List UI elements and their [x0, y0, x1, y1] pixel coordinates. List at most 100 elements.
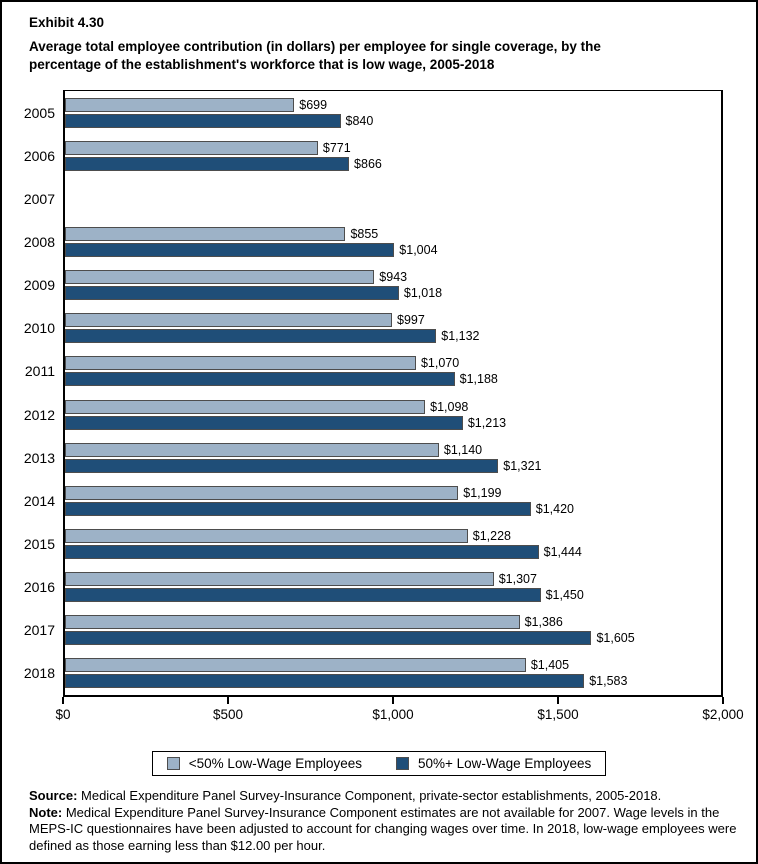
value-label: $1,450 — [545, 588, 584, 603]
note-label: Note: — [29, 804, 63, 820]
value-label: $1,213 — [467, 415, 507, 430]
bar-50plus-lowwage — [65, 242, 395, 257]
year-group-2007: 2007 — [24, 177, 721, 220]
bar-row: $997 — [65, 313, 721, 328]
bar-lt50-lowwage — [65, 270, 375, 285]
value-label: $1,307 — [498, 572, 537, 587]
year-group-2010: 2010 $997 $1,132 — [24, 307, 721, 350]
bar-lt50-lowwage — [65, 658, 526, 673]
title-block: Exhibit 4.30 Average total employee cont… — [29, 14, 739, 74]
bar-lt50-lowwage — [65, 97, 295, 112]
bar-lt50-lowwage — [65, 615, 520, 630]
year-label: 2007 — [23, 190, 55, 207]
x-axis-tick — [557, 697, 559, 704]
value-label: $1,098 — [430, 399, 469, 414]
bar-row: $1,228 — [65, 528, 721, 543]
year-label: 2015 — [23, 535, 55, 552]
value-label: $1,188 — [459, 372, 498, 387]
bar-row: $1,132 — [65, 329, 721, 344]
year-label: 2011 — [24, 363, 55, 380]
bar-row: $1,004 — [65, 242, 721, 257]
year-label: 2014 — [23, 492, 55, 509]
bar-50plus-lowwage — [65, 631, 592, 646]
lt50-swatch-icon — [166, 757, 180, 770]
year-group-2005: 2005 $699 $840 — [24, 91, 721, 134]
year-group-2008: 2008 $855 $1,004 — [24, 220, 721, 263]
bar-50plus-lowwage — [65, 156, 350, 171]
x-axis-tick — [62, 697, 64, 704]
bar-row: $771 — [65, 140, 721, 155]
bar-row: $1,444 — [65, 544, 721, 559]
legend-item-lt50: <50% Low-Wage Employees — [166, 756, 362, 771]
value-label: $1,605 — [596, 631, 635, 646]
bar-row: $1,307 — [65, 572, 721, 587]
year-label: 2009 — [23, 277, 55, 294]
bar-50plus-lowwage — [65, 329, 437, 344]
value-label: $840 — [345, 113, 374, 128]
x-axis: $0 $500 $1,000 $1,500 $2,000 — [55, 697, 744, 727]
bar-lt50-lowwage — [65, 572, 494, 587]
x-axis-tick-label: $500 — [212, 707, 244, 722]
year-label: 2017 — [23, 622, 55, 639]
bar-50plus-lowwage — [65, 286, 399, 301]
x-axis-tick — [722, 697, 724, 704]
bar-50plus-lowwage — [65, 544, 539, 559]
legend-label-50plus: 50%+ Low-Wage Employees — [418, 756, 592, 771]
year-group-2009: 2009 $943 $1,018 — [24, 264, 721, 307]
methods-note: Note: Medical Expenditure Panel Survey-I… — [29, 805, 741, 855]
bar-row: $1,188 — [65, 372, 721, 387]
bar-row: $943 — [65, 270, 721, 285]
bar-50plus-lowwage — [65, 588, 541, 603]
value-label: $1,018 — [403, 286, 443, 301]
bar-50plus-lowwage — [65, 501, 531, 516]
bar-lt50-lowwage — [65, 313, 393, 328]
exhibit-number: Exhibit 4.30 — [29, 15, 105, 30]
value-label: $1,070 — [420, 356, 460, 371]
value-label: $855 — [350, 226, 379, 241]
year-group-2017: 2017 $1,386 $1,605 — [24, 609, 721, 652]
x-axis-tick-label: $1,500 — [537, 707, 579, 722]
bar-row: $1,420 — [65, 501, 721, 516]
year-group-2012: 2012 $1,098 $1,213 — [24, 393, 721, 436]
x-axis-tick-label: $1,000 — [372, 707, 414, 722]
bar-50plus-lowwage — [65, 674, 585, 689]
chart-title-line2: percentage of the establishment's workfo… — [29, 57, 495, 72]
x-axis-tick-label: $2,000 — [702, 707, 744, 722]
year-group-2013: 2013 $1,140 $1,321 — [24, 436, 721, 479]
bar-lt50-lowwage — [65, 399, 426, 414]
value-label: $771 — [322, 140, 351, 155]
bar-row: $1,583 — [65, 674, 721, 689]
legend-item-50plus: 50%+ Low-Wage Employees — [396, 756, 591, 771]
bar-50plus-lowwage — [65, 415, 463, 430]
year-label: 2012 — [23, 406, 55, 423]
source-text: Medical Expenditure Panel Survey-Insuran… — [77, 788, 662, 803]
value-label: $1,444 — [543, 544, 582, 559]
bar-50plus-lowwage — [65, 113, 341, 128]
bar-row: $1,070 — [65, 356, 721, 371]
value-label: $1,004 — [399, 242, 438, 257]
year-group-2011: 2011 $1,070 $1,188 — [25, 350, 721, 393]
bar-row: $1,450 — [65, 588, 721, 603]
bar-lt50-lowwage — [65, 226, 346, 241]
value-label: $1,386 — [524, 615, 563, 630]
bar-row: $1,213 — [65, 415, 721, 430]
bar-row — [65, 200, 721, 214]
bar-lt50-lowwage — [65, 528, 468, 543]
value-label: $1,321 — [503, 458, 542, 473]
value-label: $1,199 — [463, 485, 502, 500]
bar-row: $699 — [65, 97, 721, 112]
value-label: $1,420 — [535, 501, 574, 516]
year-group-2015: 2015 $1,228 $1,444 — [24, 522, 721, 565]
bar-row: $1,199 — [65, 485, 721, 500]
legend-wrap: <50% Low-Wage Employees 50%+ Low-Wage Em… — [2, 751, 756, 776]
value-label: $1,228 — [472, 528, 512, 543]
bar-row: $855 — [65, 226, 721, 241]
year-label: 2006 — [23, 147, 55, 164]
x-axis-tick — [392, 697, 394, 704]
bar-chart-plot-area: 2005 $699 $840 2006 $771 $866 2007 2008 $855 $1,0… — [24, 90, 723, 697]
bar-row: $866 — [65, 156, 721, 171]
bar-lt50-lowwage — [65, 485, 459, 500]
year-label: 2008 — [23, 233, 55, 250]
bar-row: $840 — [65, 113, 721, 128]
